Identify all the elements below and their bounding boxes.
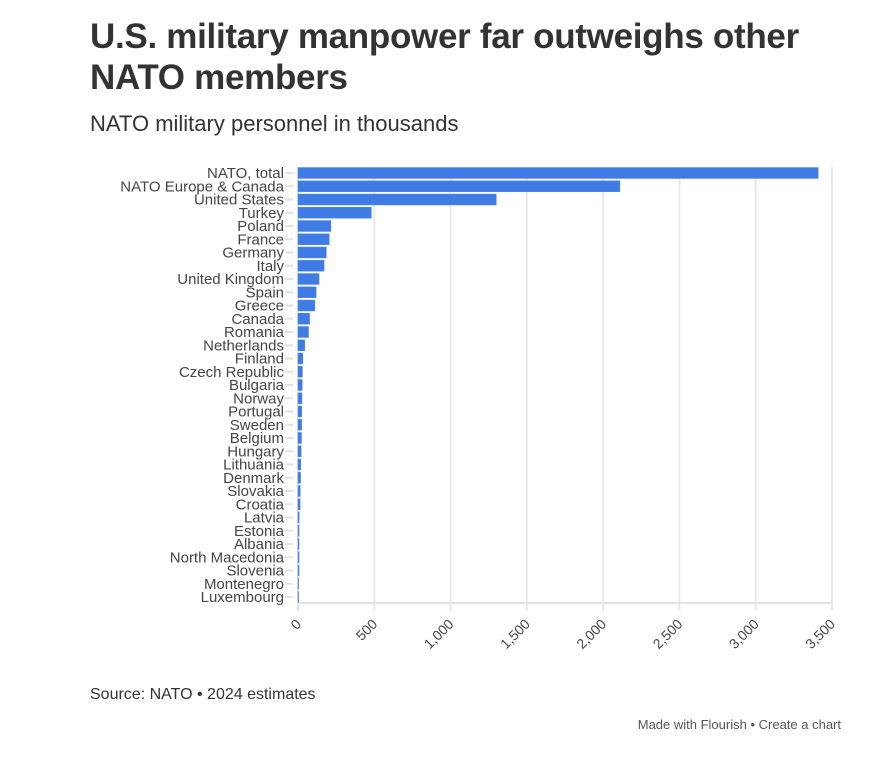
y-category-label: Canada bbox=[231, 311, 284, 328]
y-category-label: NATO Europe & Canada bbox=[120, 178, 284, 195]
y-category-label: Sweden bbox=[230, 417, 284, 434]
gridlines bbox=[285, 167, 833, 611]
x-tick-label: 3,500 bbox=[802, 616, 838, 652]
bar-north-macedonia[interactable] bbox=[297, 551, 300, 563]
y-category-label: Greece bbox=[235, 298, 284, 315]
y-category-label: Slovakia bbox=[227, 483, 284, 500]
x-axis-labels: 0 500 1,000 1,500 2,000 2,500 3,000 3,500 bbox=[287, 616, 838, 652]
y-category-label: Spain bbox=[246, 284, 284, 301]
bar-nato-total[interactable] bbox=[297, 167, 819, 179]
x-tick-label: 500 bbox=[353, 616, 381, 644]
bar-united-kingdom[interactable] bbox=[297, 273, 320, 285]
bar-nato-europe-canada[interactable] bbox=[297, 180, 621, 192]
bar-portugal[interactable] bbox=[297, 405, 303, 418]
flourish-credit: Made with Flourish • Create a chart bbox=[638, 717, 841, 732]
bar-italy[interactable] bbox=[297, 260, 325, 272]
y-category-label: Latvia bbox=[244, 510, 285, 527]
y-category-label: Croatia bbox=[236, 496, 285, 513]
y-category-label: Montenegro bbox=[204, 576, 284, 593]
y-category-label: Norway bbox=[233, 390, 284, 407]
y-category-label: Germany bbox=[222, 245, 284, 262]
y-category-label: Italy bbox=[256, 258, 284, 275]
y-category-label: Czech Republic bbox=[179, 364, 285, 381]
y-category-label: Turkey bbox=[239, 205, 285, 222]
made-with-flourish-link[interactable]: Made with Flourish bbox=[637, 717, 747, 732]
y-category-label: Luxembourg bbox=[201, 589, 284, 606]
bar-turkey[interactable] bbox=[297, 207, 372, 219]
x-tick-label: 2,000 bbox=[573, 616, 609, 652]
bar-denmark[interactable] bbox=[297, 472, 301, 484]
y-category-label: Estonia bbox=[234, 523, 285, 540]
bar-bulgaria[interactable] bbox=[297, 379, 303, 391]
bar-canada[interactable] bbox=[297, 313, 310, 325]
y-category-label: NATO, total bbox=[207, 165, 284, 182]
y-category-label: Bulgaria bbox=[229, 377, 285, 394]
y-category-label: Finland bbox=[235, 351, 284, 368]
bar-united-states[interactable] bbox=[297, 193, 497, 206]
bar-greece[interactable] bbox=[297, 299, 316, 312]
y-category-label: Netherlands bbox=[203, 337, 284, 354]
y-category-label: Denmark bbox=[223, 470, 284, 487]
y-category-label: Albania bbox=[234, 536, 285, 553]
x-tick-label: 1,500 bbox=[497, 616, 533, 652]
bar-romania[interactable] bbox=[297, 326, 309, 338]
y-category-label: France bbox=[237, 231, 284, 248]
bar-france[interactable] bbox=[297, 233, 330, 245]
bar-latvia[interactable] bbox=[297, 511, 300, 524]
bar-germany[interactable] bbox=[297, 246, 327, 259]
y-category-label: United Kingdom bbox=[177, 271, 284, 288]
bar-finland[interactable] bbox=[297, 352, 304, 365]
y-category-label: Poland bbox=[237, 218, 284, 235]
bar-slovakia[interactable] bbox=[297, 485, 301, 497]
source-note: Source: NATO • 2024 estimates bbox=[90, 686, 316, 703]
chart-title: U.S. military manpower far outweighs oth… bbox=[90, 17, 799, 97]
y-category-label: Portugal bbox=[228, 404, 284, 421]
bar-netherlands[interactable] bbox=[297, 339, 306, 351]
y-category-label: North Macedonia bbox=[170, 549, 285, 566]
bars bbox=[297, 167, 819, 603]
y-category-label: Romania bbox=[224, 324, 285, 341]
x-tick-label: 3,000 bbox=[726, 616, 762, 652]
bar-croatia[interactable] bbox=[297, 498, 301, 510]
credit-separator: • bbox=[746, 717, 759, 732]
bar-hungary[interactable] bbox=[297, 445, 302, 457]
bar-sweden[interactable] bbox=[297, 419, 302, 431]
bar-albania[interactable] bbox=[297, 538, 300, 550]
x-tick-label: 2,500 bbox=[649, 616, 685, 652]
chart-subtitle: NATO military personnel in thousands bbox=[90, 111, 459, 136]
y-category-label: Belgium bbox=[230, 430, 284, 447]
bar-montenegro[interactable] bbox=[297, 578, 299, 590]
bar-luxembourg[interactable] bbox=[297, 591, 299, 603]
x-tick-label: 0 bbox=[287, 616, 304, 633]
y-category-label: Hungary bbox=[227, 443, 284, 460]
bar-slovenia[interactable] bbox=[297, 564, 300, 577]
x-tick-label: 1,000 bbox=[421, 616, 457, 652]
bar-lithuania[interactable] bbox=[297, 458, 301, 471]
bar-spain[interactable] bbox=[297, 286, 317, 298]
bar-poland[interactable] bbox=[297, 220, 332, 232]
bar-estonia[interactable] bbox=[297, 525, 300, 537]
bar-norway[interactable] bbox=[297, 392, 303, 404]
y-category-label: Slovenia bbox=[226, 563, 284, 580]
create-chart-link[interactable]: Create a chart bbox=[758, 717, 841, 732]
bar-belgium[interactable] bbox=[297, 432, 302, 444]
y-category-label: Lithuania bbox=[223, 457, 285, 474]
y-category-label: United States bbox=[194, 192, 284, 209]
bar-czech-republic[interactable] bbox=[297, 366, 303, 378]
